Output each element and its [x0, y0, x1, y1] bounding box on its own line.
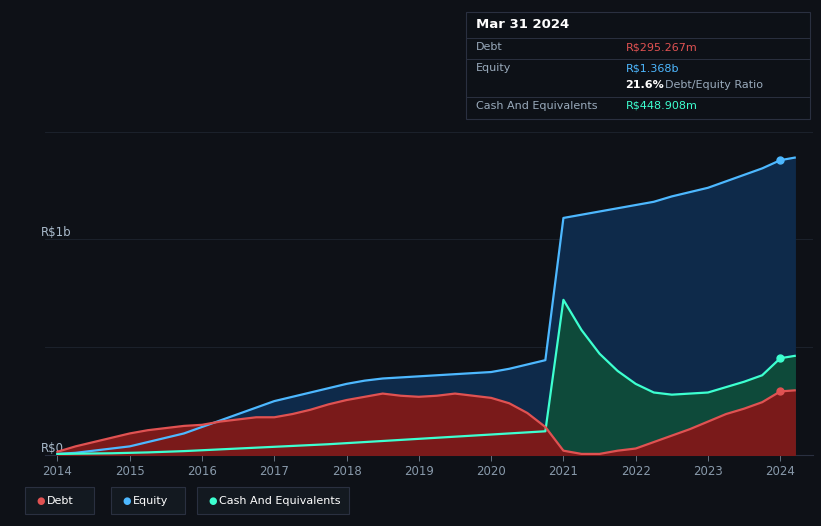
Text: Mar 31 2024: Mar 31 2024 — [476, 18, 570, 31]
Text: ●: ● — [36, 495, 44, 506]
Text: Cash And Equivalents: Cash And Equivalents — [476, 101, 598, 111]
Text: Equity: Equity — [476, 63, 511, 73]
Text: Debt: Debt — [476, 42, 503, 52]
Text: R$295.267m: R$295.267m — [626, 42, 697, 52]
Text: Equity: Equity — [133, 495, 168, 506]
Text: Debt/Equity Ratio: Debt/Equity Ratio — [665, 80, 763, 90]
Text: R$1.368b: R$1.368b — [626, 63, 679, 73]
Text: R$0: R$0 — [41, 442, 64, 455]
Point — [773, 354, 787, 362]
Text: Debt: Debt — [47, 495, 74, 506]
Text: 21.6%: 21.6% — [626, 80, 664, 90]
Text: R$448.908m: R$448.908m — [626, 101, 698, 111]
Point — [773, 387, 787, 396]
Text: R$1b: R$1b — [41, 227, 72, 239]
Point — [773, 156, 787, 165]
Text: Cash And Equivalents: Cash And Equivalents — [219, 495, 341, 506]
Text: ●: ● — [209, 495, 217, 506]
Text: ●: ● — [122, 495, 131, 506]
